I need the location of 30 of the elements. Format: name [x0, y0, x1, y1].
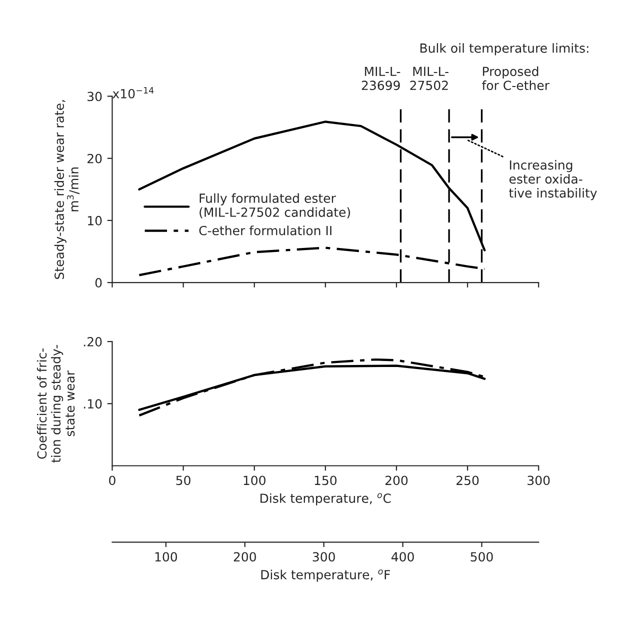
ref-line-label: MIL-L- 23699 [362, 66, 400, 90]
x-axis-title: Disk temperature, $^{o}$C [260, 493, 391, 506]
x2-tick-label: 200 [234, 552, 256, 562]
legend-label: C-ether formulation II [199, 226, 332, 236]
x-tick-label: 150 [314, 476, 337, 486]
annotation: x10$^{−14}$ [112, 87, 154, 98]
y-tick-label: 0 [95, 278, 102, 288]
y-tick-label: 30 [88, 92, 102, 102]
x-tick-label: 50 [176, 476, 190, 486]
x-tick-label: 200 [385, 476, 408, 486]
legend-label: Fully formulated ester (MIL-L-27502 candidate) [200, 193, 350, 218]
x-tick-label: 250 [456, 476, 479, 486]
y-tick-label: 20 [88, 154, 102, 164]
ref-line-label: MIL-L- 27502 [410, 66, 448, 90]
x2-tick-label: 400 [391, 552, 414, 562]
y-tick-label: 10 [88, 216, 102, 226]
y-axis-title: Steady-state rider wear rate, m$^{3}$/min [54, 100, 80, 280]
y-tick-label: .10 [84, 399, 102, 409]
x-tick-label: 0 [109, 476, 116, 486]
x2-tick-label: 100 [155, 552, 178, 562]
ref-line-label: Proposed for C-ether [482, 66, 550, 90]
x-tick-label: 100 [244, 476, 266, 486]
y-axis-title: Coefficient of fric- tion during steady- state wear [36, 344, 75, 463]
x2-tick-label: 300 [312, 552, 335, 562]
x-tick-label: 300 [528, 476, 550, 486]
text: Bulk oil temperature limits: [420, 43, 588, 56]
x2-axis-title: Disk temperature, $^{o}$F [261, 570, 390, 582]
annotation: Increasing ester oxida- tive instability [509, 160, 597, 200]
y-tick-label: .20 [84, 337, 102, 346]
x2-tick-label: 500 [470, 552, 493, 562]
